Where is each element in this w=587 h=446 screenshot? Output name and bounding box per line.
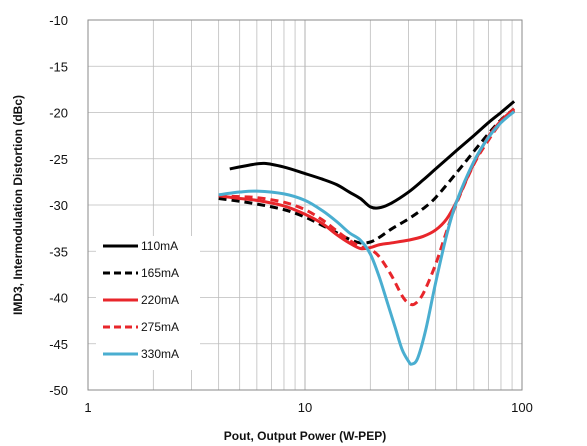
legend: 110mA 165mA 220mA 275mA 330mA: [96, 236, 200, 370]
y-tick-label: -50: [49, 383, 68, 398]
series-line-110ma: [229, 100, 516, 210]
y-tick-label: -15: [49, 59, 68, 74]
x-tick-label: 1: [84, 400, 91, 415]
series-line-220ma: [218, 107, 516, 251]
data-series: [218, 100, 516, 366]
series-line-165ma: [218, 107, 516, 245]
y-tick-label: -20: [49, 106, 68, 121]
y-tick-label: -40: [49, 291, 68, 306]
series-line-275ma: [218, 109, 516, 307]
legend-label-330ma: 330mA: [141, 347, 179, 361]
y-axis-title: IMD3, Intermodulation Distortion (dBc): [11, 95, 25, 315]
y-tick-label: -45: [49, 337, 68, 352]
legend-label-110ma: 110mA: [141, 239, 178, 253]
legend-label-220ma: 220mA: [141, 293, 179, 307]
legend-box: [96, 236, 200, 370]
tick-labels: 1 10 100 -10 -15 -20 -25 -30 -35 -40 -45 -50: [49, 13, 533, 415]
legend-label-165ma: 165mA: [141, 266, 179, 280]
y-tick-label: -30: [49, 198, 68, 213]
series-line-330ma: [218, 110, 516, 366]
x-axis-title: Pout, Output Power (W-PEP): [224, 429, 386, 443]
y-tick-label: -25: [49, 152, 68, 167]
plot-area-frame: [87, 19, 523, 391]
y-tick-label: -10: [49, 13, 68, 28]
x-tick-label: 10: [298, 400, 312, 415]
y-tick-label: -35: [49, 244, 68, 259]
legend-label-275ma: 275mA: [141, 320, 179, 334]
x-tick-label: 100: [511, 400, 533, 415]
